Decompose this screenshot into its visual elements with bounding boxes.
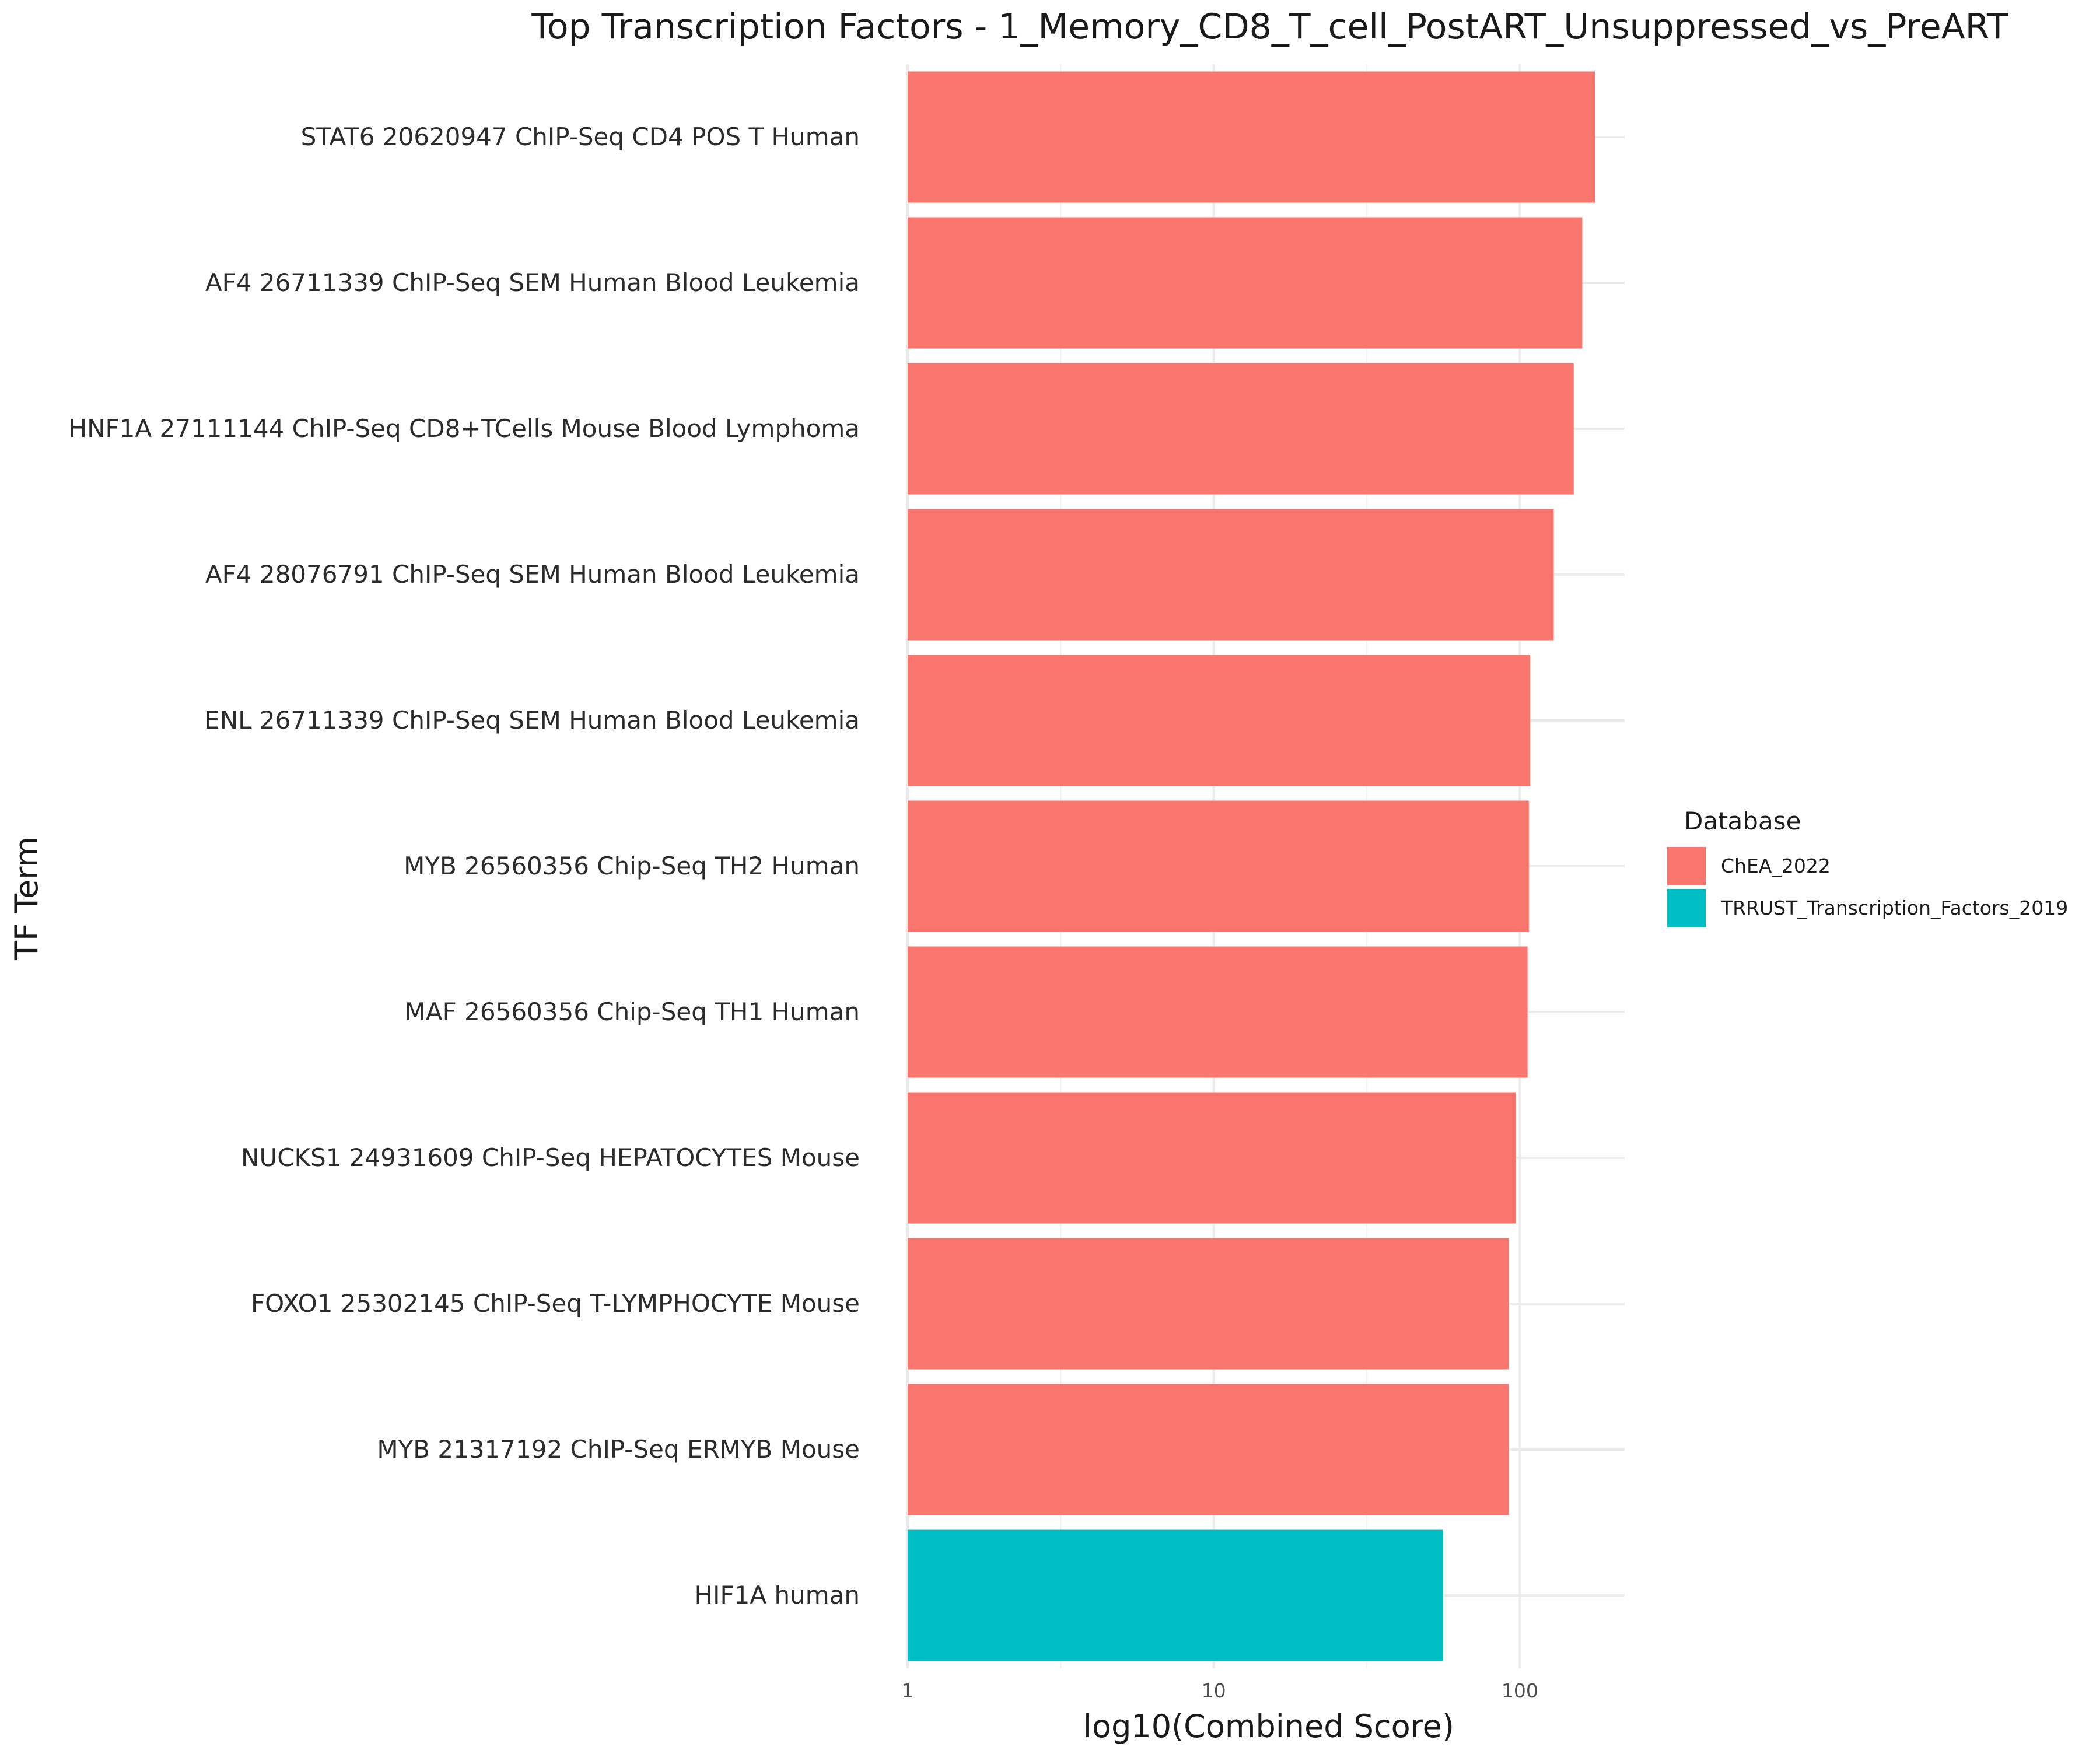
- category-label: MYB 26560356 Chip-Seq TH2 Human: [404, 852, 860, 880]
- category-label: ENL 26711339 ChIP-Seq SEM Human Blood Le…: [204, 706, 860, 734]
- bar: [908, 71, 1595, 203]
- category-label: HIF1A human: [695, 1581, 860, 1609]
- category-label: STAT6 20620947 ChIP-Seq CD4 POS T Human: [301, 123, 860, 151]
- bar: [908, 363, 1574, 495]
- bar: [908, 509, 1554, 640]
- category-label: MAF 26560356 Chip-Seq TH1 Human: [405, 998, 860, 1026]
- category-label: NUCKS1 24931609 ChIP-Seq HEPATOCYTES Mou…: [241, 1143, 860, 1172]
- legend-label: ChEA_2022: [1721, 855, 1831, 877]
- x-tick-labels: 1 10 100: [902, 1679, 1538, 1702]
- category-label: FOXO1 25302145 ChIP-Seq T-LYMPHOCYTE Mou…: [251, 1289, 860, 1318]
- bar: [908, 1384, 1509, 1516]
- category-label: MYB 21317192 ChIP-Seq ERMYB Mouse: [377, 1435, 860, 1464]
- bar: [908, 1530, 1443, 1661]
- x-tick-label: 100: [1502, 1679, 1538, 1702]
- legend: Database ChEA_2022 TRRUST_Transcription_F…: [1667, 807, 2068, 928]
- category-label: HNF1A 27111144 ChIP-Seq CD8+TCells Mouse…: [69, 414, 860, 443]
- x-tick-label: 10: [1202, 1679, 1226, 1702]
- x-tick-label: 1: [902, 1679, 914, 1702]
- legend-swatch: [1667, 847, 1706, 886]
- bar: [908, 217, 1583, 349]
- bar: [908, 654, 1530, 786]
- bar: [908, 1092, 1516, 1224]
- bar: [908, 946, 1528, 1078]
- legend-swatch: [1667, 889, 1706, 928]
- legend-title: Database: [1684, 807, 1801, 835]
- chart-title: Top Transcription Factors - 1_Memory_CD8…: [531, 6, 2008, 47]
- x-axis-title: log10(Combined Score): [1083, 1708, 1454, 1745]
- y-axis-title: TF Term: [8, 836, 45, 961]
- category-label: AF4 26711339 ChIP-Seq SEM Human Blood Le…: [205, 268, 860, 297]
- legend-label: TRRUST_Transcription_Factors_2019: [1720, 897, 2068, 919]
- bar: [908, 800, 1529, 932]
- bar: [908, 1238, 1509, 1370]
- category-label: AF4 28076791 ChIP-Seq SEM Human Blood Le…: [205, 560, 860, 589]
- category-labels: STAT6 20620947 ChIP-Seq CD4 POS T Human A…: [69, 123, 860, 1609]
- bars: [908, 71, 1595, 1661]
